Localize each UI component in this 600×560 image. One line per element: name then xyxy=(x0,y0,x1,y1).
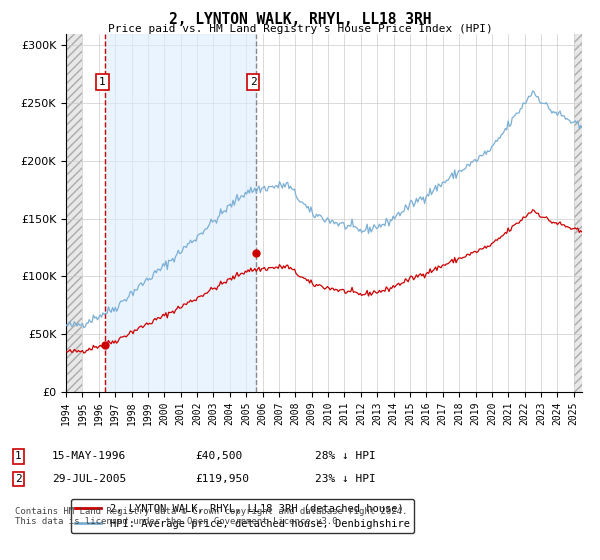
Text: 15-MAY-1996: 15-MAY-1996 xyxy=(52,451,127,461)
Legend: 2, LYNTON WALK, RHYL, LL18 3RH (detached house), HPI: Average price, detached ho: 2, LYNTON WALK, RHYL, LL18 3RH (detached… xyxy=(71,500,414,533)
Text: 1: 1 xyxy=(15,451,22,461)
Text: 29-JUL-2005: 29-JUL-2005 xyxy=(52,474,127,484)
Text: Contains HM Land Registry data © Crown copyright and database right 2024.
This d: Contains HM Land Registry data © Crown c… xyxy=(15,507,407,526)
Text: £40,500: £40,500 xyxy=(195,451,242,461)
Text: 28% ↓ HPI: 28% ↓ HPI xyxy=(315,451,376,461)
Bar xyxy=(105,34,256,392)
Text: £119,950: £119,950 xyxy=(195,474,249,484)
Text: Price paid vs. HM Land Registry's House Price Index (HPI): Price paid vs. HM Land Registry's House … xyxy=(107,24,493,34)
Text: 2: 2 xyxy=(15,474,22,484)
Text: 23% ↓ HPI: 23% ↓ HPI xyxy=(315,474,376,484)
Bar xyxy=(574,34,582,392)
Text: 2: 2 xyxy=(250,77,256,87)
Text: 2, LYNTON WALK, RHYL, LL18 3RH: 2, LYNTON WALK, RHYL, LL18 3RH xyxy=(169,12,431,27)
Bar xyxy=(66,34,82,392)
Text: 1: 1 xyxy=(99,77,106,87)
